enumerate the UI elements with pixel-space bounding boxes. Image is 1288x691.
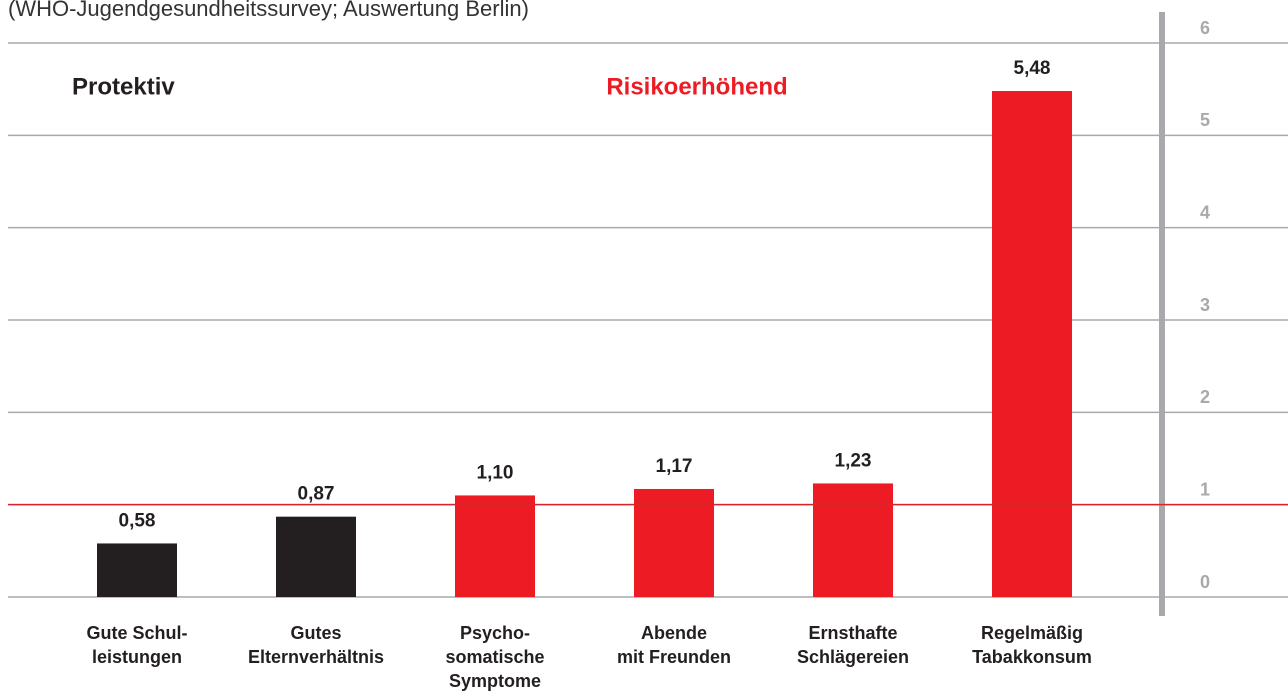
y-tick-label: 3 (1200, 295, 1210, 315)
value-label: 0,58 (119, 510, 156, 531)
y-tick-label: 6 (1200, 18, 1210, 38)
annotation: Risikoerhöhend (606, 73, 787, 100)
bar (992, 91, 1072, 597)
x-tick-label: Regelmäßig Tabakkonsum (972, 623, 1092, 667)
bar (97, 543, 177, 597)
value-label: 0,87 (298, 484, 335, 505)
y-tick-label: 2 (1200, 387, 1210, 407)
x-tick-label: Psycho-somatische Symptome (445, 623, 544, 691)
annotation: Protektiv (72, 73, 175, 100)
y-tick-label: 4 (1200, 202, 1210, 222)
y-tick-label: 1 (1200, 479, 1210, 499)
chart-subtitle: (WHO-Jugendgesundheitssurvey; Auswertung… (8, 0, 529, 21)
value-label: 1,17 (656, 456, 693, 477)
bar (634, 488, 714, 597)
value-label: 1,23 (835, 450, 872, 471)
x-tick-label: Gute Schul-leistungen (86, 623, 187, 667)
x-tick-label: Ernsthafte Schlägereien (797, 623, 909, 667)
x-tick-label: Abende mit Freunden (617, 623, 731, 667)
value-label: 1,10 (477, 462, 514, 483)
value-label: 5,48 (1014, 58, 1051, 79)
y-tick-label: 5 (1200, 110, 1210, 130)
bar (455, 495, 535, 597)
x-tick-label: Gutes Elternverhältnis (248, 623, 384, 667)
y-tick-label: 0 (1200, 572, 1210, 592)
bar (813, 483, 893, 597)
bar (276, 516, 356, 597)
